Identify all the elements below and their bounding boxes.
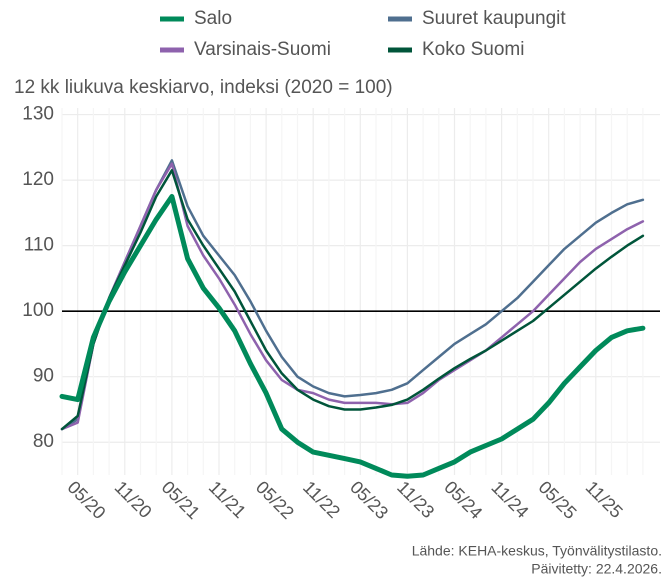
- x-tick-label: 11/23: [393, 477, 438, 522]
- data-line: [60, 162, 645, 431]
- x-tick-label: 11/24: [487, 477, 532, 522]
- legend-label: Koko Suomi: [422, 39, 524, 60]
- x-tick-label: 05/20: [64, 477, 110, 523]
- x-tick-label: 05/21: [158, 477, 204, 523]
- legend-label: Suuret kaupungit: [422, 8, 566, 29]
- x-tick-label: 05/25: [535, 477, 581, 523]
- x-tick-label: 05/24: [440, 477, 486, 523]
- x-tick-label: 11/25: [582, 477, 627, 522]
- x-tick-label: 11/21: [205, 477, 250, 522]
- source-text: Päivitetty: 22.4.2026.: [531, 561, 662, 577]
- y-tick-label: 130: [22, 104, 54, 125]
- data-line: [60, 159, 645, 431]
- x-tick-label: 05/23: [346, 477, 392, 523]
- x-tick-label: 05/22: [252, 477, 298, 523]
- y-tick-label: 90: [33, 366, 54, 387]
- y-tick-label: 80: [33, 431, 54, 452]
- y-tick-label: 110: [24, 235, 54, 256]
- y-tick-label: 120: [22, 169, 54, 190]
- data-line: [60, 169, 645, 431]
- chart-subtitle: 12 kk liukuva keskiarvo, indeksi (2020 =…: [14, 77, 393, 98]
- x-tick-label: 11/22: [299, 477, 344, 522]
- legend-label: Salo: [194, 8, 232, 29]
- data-line: [59, 194, 646, 479]
- source-text: Lähde: KEHA-keskus, Työnvälitystilasto.: [412, 543, 662, 559]
- x-tick-label: 11/20: [111, 477, 156, 522]
- legend-label: Varsinais-Suomi: [194, 39, 331, 60]
- y-tick-label: 100: [22, 300, 54, 321]
